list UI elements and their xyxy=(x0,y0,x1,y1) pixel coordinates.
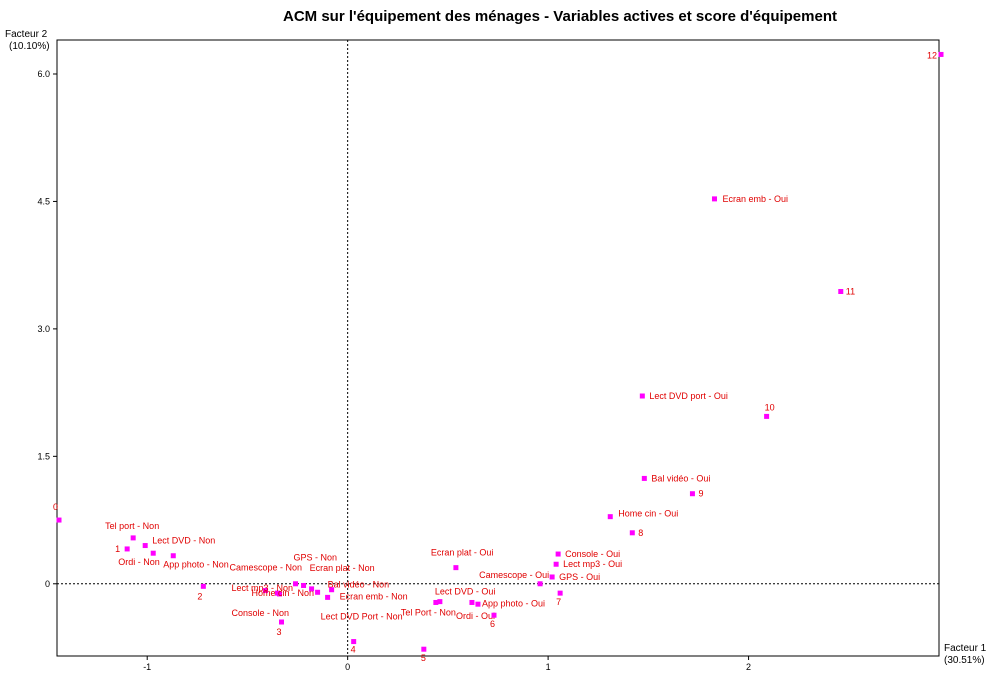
data-point-label: Ecran emb - Non xyxy=(340,592,408,602)
data-point xyxy=(421,646,427,652)
data-point xyxy=(607,514,613,520)
data-point-label: 11 xyxy=(846,286,855,296)
y-tick-label: 3.0 xyxy=(37,324,50,334)
data-point-label: GPS - Oui xyxy=(559,572,600,582)
chart-title: ACM sur l'équipement des ménages - Varia… xyxy=(283,8,837,25)
data-point-label: Lect DVD - Oui xyxy=(435,587,496,597)
data-point-label: Ordi - Non xyxy=(118,557,160,567)
data-point-label: 10 xyxy=(765,402,775,412)
data-point xyxy=(469,599,475,605)
data-point xyxy=(293,581,299,587)
data-point-label: Lect DVD Port - Non xyxy=(321,611,403,621)
data-point-label: Home cin - Oui xyxy=(618,509,678,519)
data-point-label: Bal vidéo - Non xyxy=(328,579,390,589)
data-point xyxy=(641,475,647,481)
data-point xyxy=(329,587,335,593)
y-axis-label: Facteur 2 xyxy=(5,29,48,40)
points-layer: 0 1 Tel port - Non Lect DVD - Non Ordi - Non… xyxy=(53,50,944,663)
data-point-label: Lect mp3 - Non xyxy=(232,583,294,593)
data-point-label: 1 xyxy=(115,544,120,554)
data-point xyxy=(325,594,331,600)
data-point-label: Console - Oui xyxy=(565,549,620,559)
data-point xyxy=(433,599,439,605)
data-point xyxy=(453,565,459,571)
data-point xyxy=(130,535,136,541)
data-point-label: 7 xyxy=(556,597,561,607)
data-point xyxy=(711,196,717,202)
data-point xyxy=(764,413,770,419)
data-point xyxy=(150,550,156,556)
data-point xyxy=(277,591,283,597)
data-point-label: Lect DVD port - Oui xyxy=(649,391,728,401)
data-point xyxy=(553,561,559,567)
x-axis-label: Facteur 1 xyxy=(944,643,987,654)
data-point-label: 5 xyxy=(421,653,426,663)
x-axis-pct: (30.51%) xyxy=(944,655,985,666)
data-point xyxy=(555,551,561,557)
data-point-label: Home cin - Non xyxy=(252,588,315,598)
data-point-label: GPS - Non xyxy=(294,552,338,562)
data-point-label: Ecran plat - Oui xyxy=(431,548,494,558)
data-point xyxy=(437,599,443,605)
data-point-label: Console - Non xyxy=(232,608,290,618)
data-point-label: 12 xyxy=(927,50,937,60)
data-point-label: Bal vidéo - Oui xyxy=(651,473,710,483)
data-point-label: Tel port - Non xyxy=(105,521,159,531)
data-point xyxy=(315,589,321,595)
data-point-label: Lect DVD - Non xyxy=(152,536,215,546)
data-point-label: 6 xyxy=(490,619,495,629)
y-tick-label: 1.5 xyxy=(37,451,50,461)
data-point-label: App photo - Oui xyxy=(482,598,545,608)
y-tick-label: 6.0 xyxy=(37,69,50,79)
data-point-label: App photo - Non xyxy=(163,560,229,570)
data-point xyxy=(142,543,148,549)
data-point xyxy=(56,517,62,523)
data-point-label: Lect mp3 - Oui xyxy=(563,559,622,569)
data-point-label: 9 xyxy=(698,489,703,499)
data-point xyxy=(351,639,357,645)
data-point-label: 4 xyxy=(351,645,356,655)
data-point xyxy=(279,619,285,625)
x-tick-label: 2 xyxy=(746,662,751,672)
data-point-label: 2 xyxy=(197,591,202,601)
data-point-label: 0 xyxy=(53,502,58,512)
data-point-label: Ecran plat - Non xyxy=(310,563,375,573)
data-point xyxy=(629,530,635,536)
x-tick-label: -1 xyxy=(143,662,151,672)
data-point-label: Ordi - Oui xyxy=(456,611,495,621)
data-point xyxy=(938,51,944,57)
data-point xyxy=(301,582,307,588)
data-point xyxy=(557,590,563,596)
x-tick-label: 0 xyxy=(345,662,350,672)
data-point xyxy=(309,586,315,592)
y-axis-pct: (10.10%) xyxy=(9,41,50,52)
data-point xyxy=(549,574,555,580)
data-point xyxy=(689,491,695,497)
axes-layer: -1 0 1 201.53.04.56.0 xyxy=(37,40,939,672)
data-point xyxy=(475,601,481,607)
data-point xyxy=(200,583,206,589)
y-tick-label: 0 xyxy=(45,579,50,589)
data-point xyxy=(262,588,268,594)
y-tick-label: 4.5 xyxy=(37,196,50,206)
data-point xyxy=(537,581,543,587)
data-point xyxy=(491,612,497,618)
data-point-label: Tel Port - Non xyxy=(401,607,456,617)
data-point xyxy=(170,553,176,559)
data-point-label: Ecran emb - Oui xyxy=(722,194,788,204)
plot-frame xyxy=(56,39,940,657)
data-point xyxy=(124,546,130,552)
x-tick-label: 1 xyxy=(546,662,551,672)
data-point-label: 3 xyxy=(277,627,282,637)
data-point xyxy=(639,393,645,399)
data-point-label: Camescope - Non xyxy=(229,563,302,573)
data-point-label: Camescope - Oui xyxy=(479,570,549,580)
data-point xyxy=(838,288,844,294)
data-point-label: 8 xyxy=(638,528,643,538)
